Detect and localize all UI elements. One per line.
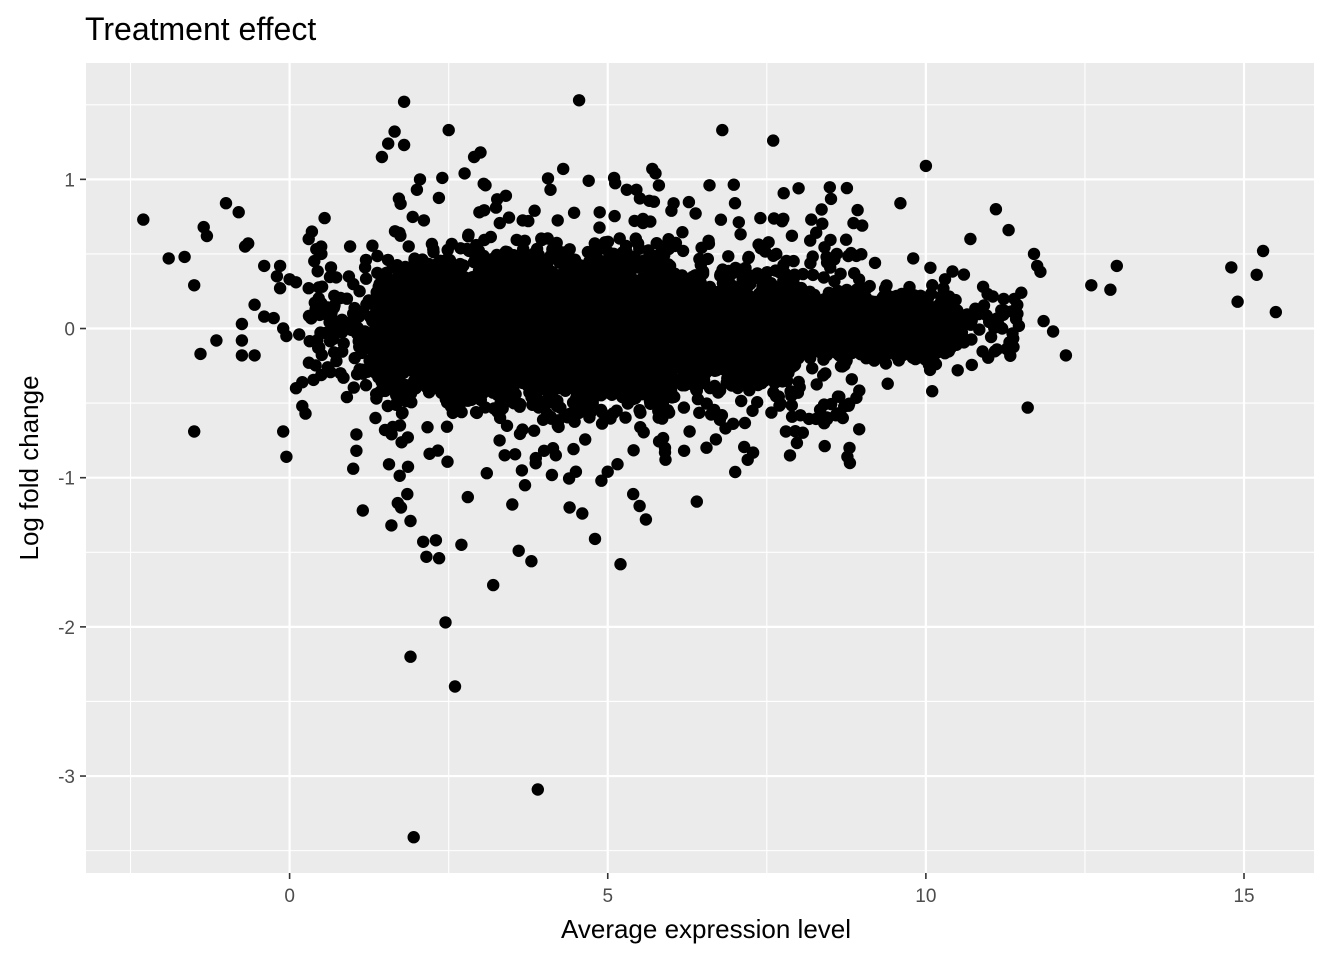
- data-point: [455, 405, 468, 419]
- data-point: [371, 249, 384, 263]
- data-point: [469, 406, 483, 419]
- data-point: [518, 308, 531, 322]
- data-point: [525, 391, 538, 404]
- chart-title: Treatment effect: [85, 11, 316, 47]
- data-point: [636, 283, 649, 296]
- data-point: [371, 368, 384, 381]
- plot-panel: [86, 63, 1314, 873]
- data-point: [891, 350, 904, 363]
- data-point: [454, 242, 467, 255]
- data-point: [501, 355, 515, 368]
- data-point: [592, 253, 605, 267]
- data-point: [909, 352, 922, 366]
- data-point: [472, 244, 485, 257]
- data-point: [453, 257, 467, 271]
- data-point: [370, 392, 383, 405]
- major-gridlines: [86, 63, 1314, 873]
- data-points: [137, 94, 1283, 844]
- data-point: [878, 282, 892, 295]
- data-point: [633, 404, 646, 417]
